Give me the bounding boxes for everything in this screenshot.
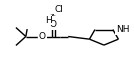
Text: O: O	[39, 32, 46, 41]
Text: Cl: Cl	[55, 5, 63, 14]
Text: NH: NH	[116, 25, 130, 34]
Text: H: H	[45, 16, 52, 25]
Text: O: O	[50, 20, 57, 29]
